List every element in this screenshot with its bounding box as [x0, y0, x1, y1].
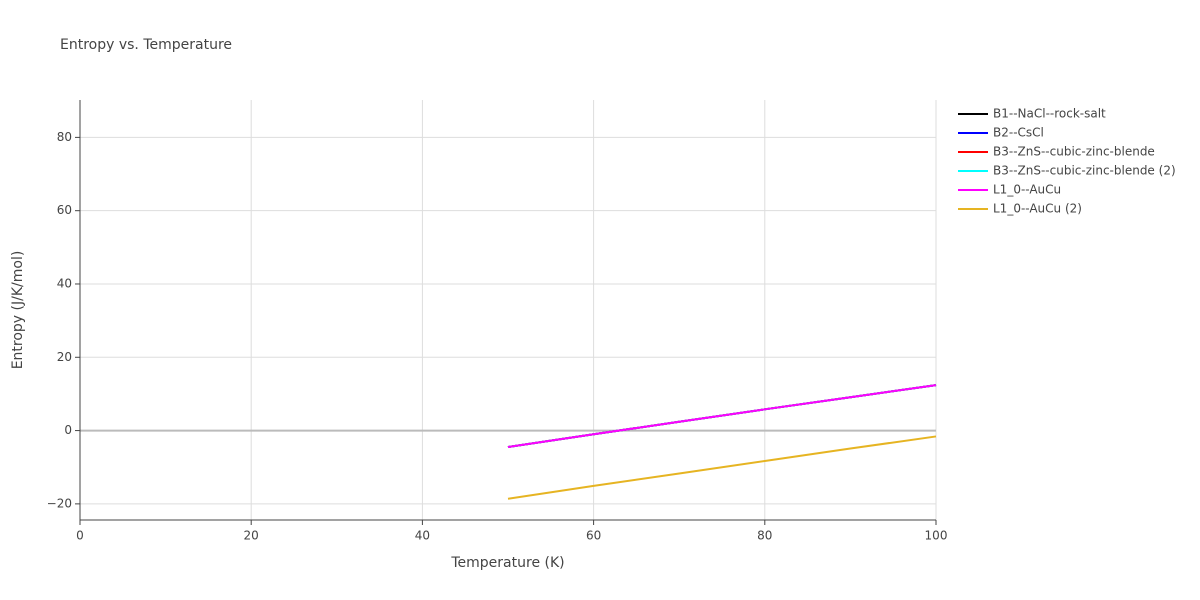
x-tick-label: 100 [925, 529, 948, 543]
legend-label: L1_0--AuCu (2) [993, 202, 1082, 216]
chart-title: Entropy vs. Temperature [60, 37, 232, 53]
grid: 0 20 40 60 80 100 −20 0 20 40 60 80 [47, 100, 948, 543]
legend-label: B3--ZnS--cubic-zinc-blende (2) [993, 164, 1176, 178]
legend-label: B3--ZnS--cubic-zinc-blende [993, 145, 1155, 159]
x-axis-title: Temperature (K) [450, 555, 564, 571]
y-axis-title: Entropy (J/K/mol) [10, 251, 26, 370]
legend-label: B2--CsCl [993, 126, 1044, 140]
series-line [507, 384, 937, 449]
series-line [507, 435, 937, 500]
legend-label: L1_0--AuCu [993, 183, 1061, 197]
x-tick-label: 80 [757, 529, 772, 543]
y-tick-label: −20 [47, 496, 72, 510]
plot-lines [507, 384, 937, 500]
x-tick-label: 20 [244, 529, 259, 543]
x-tick-label: 0 [76, 529, 84, 543]
y-tick-label: 20 [57, 350, 72, 364]
legend-label: B1--NaCl--rock-salt [993, 107, 1106, 121]
legend: B1--NaCl--rock-salt B2--CsCl B3--ZnS--cubi… [958, 107, 1176, 216]
x-tick-label: 40 [415, 529, 430, 543]
y-tick-label: 60 [57, 203, 72, 217]
y-tick-label: 40 [57, 276, 72, 290]
x-tick-label: 60 [586, 529, 601, 543]
y-tick-label: 0 [64, 423, 72, 437]
y-tick-label: 80 [57, 130, 72, 144]
